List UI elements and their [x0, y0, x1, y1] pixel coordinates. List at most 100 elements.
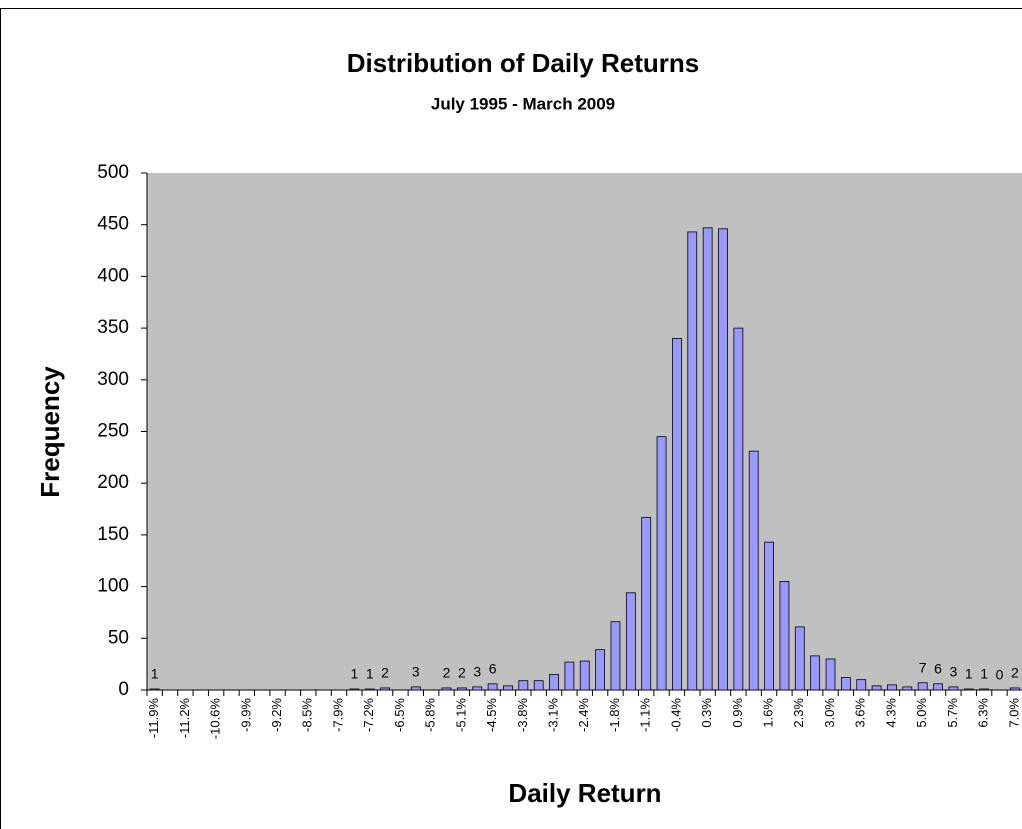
- y-tick-label: 250: [97, 421, 129, 442]
- y-tick-label: 50: [108, 627, 129, 648]
- bar: [149, 688, 160, 691]
- y-axis-label: Frequency: [35, 366, 65, 498]
- bar: [948, 686, 959, 691]
- value-label: 2: [458, 665, 466, 681]
- bar: [364, 688, 375, 691]
- x-tick-label: -7.2%: [361, 698, 376, 732]
- x-tick-label: 3.6%: [853, 698, 868, 728]
- x-tick-label: -6.5%: [392, 698, 407, 732]
- value-label: 3: [473, 664, 481, 680]
- value-label: 0: [996, 667, 1004, 683]
- bar: [518, 680, 529, 691]
- x-tick-label: 5.0%: [914, 698, 929, 728]
- value-label: 7: [919, 659, 927, 675]
- bar: [764, 541, 774, 691]
- x-tick-label: -11.2%: [177, 698, 192, 739]
- y-tick-label: 350: [97, 317, 129, 338]
- y-tick-label: 300: [97, 369, 129, 390]
- value-label: 2: [1011, 665, 1019, 681]
- bar: [656, 436, 667, 691]
- x-tick-label: 5.7%: [945, 698, 960, 728]
- plot-area: [147, 173, 1022, 690]
- x-tick-label: 1.6%: [761, 698, 776, 728]
- x-tick-label: -3.1%: [545, 698, 560, 732]
- bar: [917, 682, 928, 691]
- bar: [933, 683, 943, 691]
- x-tick-label: 6.3%: [976, 698, 991, 728]
- bar: [825, 658, 836, 691]
- bar: [625, 592, 636, 691]
- x-tick-label: -7.9%: [330, 698, 345, 732]
- bar: [856, 679, 867, 691]
- x-tick-label: -1.8%: [607, 698, 622, 732]
- x-tick-label: -1.1%: [638, 698, 653, 732]
- bar: [564, 661, 575, 691]
- value-label: 6: [489, 660, 497, 676]
- bar: [579, 660, 590, 691]
- x-tick-label: -9.9%: [238, 698, 253, 732]
- x-tick-label: 4.3%: [883, 698, 898, 728]
- x-tick-label: -8.5%: [300, 698, 315, 732]
- value-label: 1: [980, 666, 988, 682]
- value-label: 1: [350, 666, 358, 682]
- value-label: 2: [443, 665, 451, 681]
- bar: [410, 686, 421, 691]
- x-tick-label: 7.0%: [1006, 698, 1021, 728]
- x-tick-label: -10.6%: [208, 698, 223, 740]
- bar: [871, 685, 882, 691]
- x-tick-label: 0.9%: [730, 698, 745, 728]
- y-tick-label: 0: [118, 679, 129, 700]
- bar: [1009, 687, 1020, 691]
- bar: [641, 516, 652, 691]
- bar: [487, 683, 498, 691]
- bar: [595, 649, 606, 691]
- y-tick-label: 450: [97, 214, 129, 235]
- chart-title: Distribution of Daily Returns: [347, 48, 699, 78]
- value-label: 1: [151, 666, 159, 682]
- x-tick-label: -5.1%: [453, 698, 468, 732]
- bar: [963, 688, 974, 691]
- bar: [380, 687, 390, 691]
- x-tick-label: 2.3%: [791, 698, 806, 728]
- y-tick-label: 100: [97, 576, 129, 597]
- x-tick-label: -9.2%: [269, 698, 284, 732]
- value-label: 1: [965, 666, 973, 682]
- bar: [733, 327, 744, 691]
- value-label: 3: [950, 664, 958, 680]
- bar: [810, 655, 821, 691]
- bar: [610, 621, 621, 691]
- bar: [456, 687, 467, 691]
- bar: [472, 686, 483, 691]
- x-tick-label: -0.4%: [668, 698, 683, 732]
- y-tick-label: 400: [97, 265, 129, 286]
- y-tick-label: 500: [97, 162, 129, 183]
- value-label: 6: [934, 660, 942, 676]
- x-tick-label: -5.8%: [423, 698, 438, 732]
- bar: [840, 677, 851, 691]
- bar: [748, 450, 759, 691]
- bar: [887, 684, 897, 691]
- x-tick-label: -3.8%: [515, 698, 530, 732]
- bar: [779, 581, 790, 691]
- x-axis-label: Daily Return: [508, 778, 661, 808]
- x-tick-label: 3.0%: [822, 698, 837, 728]
- y-tick-label: 150: [97, 524, 129, 545]
- bar: [533, 680, 544, 691]
- bar: [902, 686, 913, 691]
- bar: [687, 231, 698, 691]
- bar: [718, 228, 728, 691]
- bar: [441, 687, 452, 691]
- bar: [503, 685, 513, 691]
- x-tick-label: -2.4%: [576, 698, 591, 732]
- value-label: 1: [366, 666, 374, 682]
- bar: [349, 688, 360, 691]
- bar: [979, 688, 990, 691]
- bar: [794, 626, 805, 691]
- chart-subtitle: July 1995 - March 2009: [431, 94, 615, 113]
- x-tick-label: -4.5%: [484, 698, 499, 732]
- x-tick-label: -11.9%: [146, 698, 161, 739]
- value-label: 3: [412, 664, 420, 680]
- value-label: 2: [381, 665, 389, 681]
- bar: [702, 227, 713, 691]
